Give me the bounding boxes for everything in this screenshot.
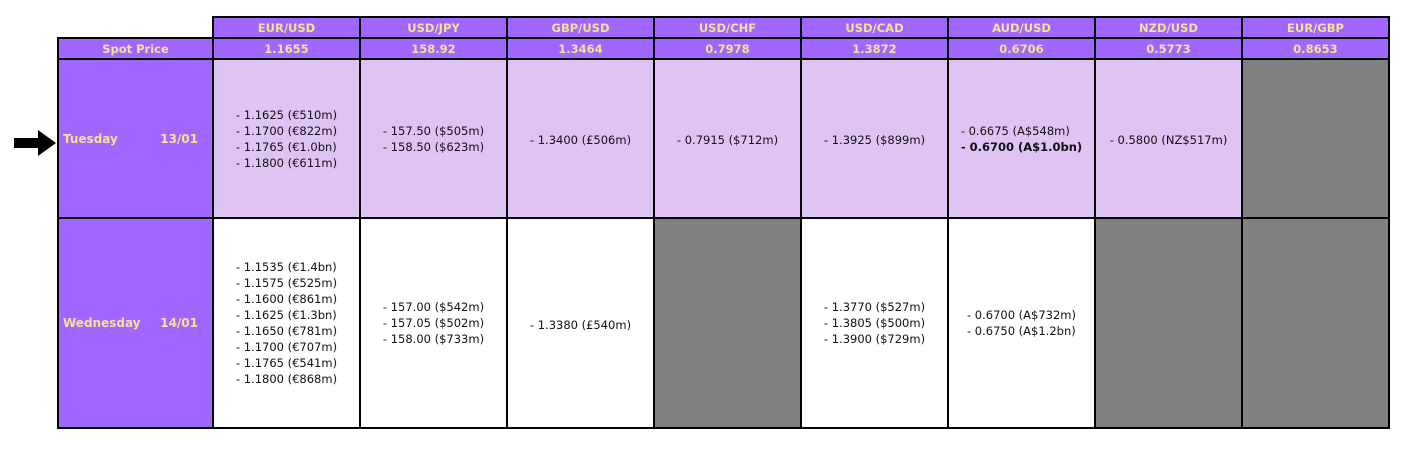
- expiry-line: - 1.1600 (€861m): [235, 292, 338, 306]
- pair-header: USD/JPY: [359, 16, 508, 39]
- expiry-cell: - 0.6675 (A$548m) - 0.6700 (A$1.0bn): [947, 58, 1096, 219]
- expiry-cell: - 0.7915 ($712m): [653, 58, 802, 219]
- day-name: Tuesday: [63, 131, 118, 146]
- expiry-cell: - 1.3380 (£540m): [506, 217, 655, 429]
- expiry-list: - 1.3400 (£506m): [530, 132, 631, 148]
- arrow-right-icon: [14, 130, 56, 156]
- empty-cell: [1241, 217, 1390, 429]
- expiry-line: - 1.1535 (€1.4bn): [235, 260, 337, 274]
- expiry-list: - 1.3925 ($899m): [824, 132, 925, 148]
- spot-price-value: 0.5773: [1094, 37, 1243, 60]
- corner-blank: [58, 17, 213, 39]
- expiry-line: - 0.6700 (A$732m): [966, 308, 1076, 322]
- day-row: Wednesday 14/01 - 1.1535 (€1.4bn) - 1.1575 …: [57, 217, 1390, 429]
- expiry-list: - 1.1625 (€510m) - 1.1700 (€822m) - 1.1765…: [236, 107, 337, 171]
- expiry-line: - 157.00 ($542m): [382, 300, 485, 314]
- spot-price-value: 0.8653: [1241, 37, 1390, 60]
- expiry-list: - 0.7915 ($712m): [677, 132, 778, 148]
- expiry-cell: - 1.3400 (£506m): [506, 58, 655, 219]
- expiry-list: - 0.6700 (A$732m) - 0.6750 (A$1.2bn): [967, 307, 1076, 339]
- expiry-line: - 1.3770 ($527m): [823, 300, 926, 314]
- expiry-list: - 1.3770 ($527m) - 1.3805 ($500m) - 1.3900…: [824, 299, 925, 347]
- expiry-line: - 1.3380 (£540m): [529, 317, 632, 332]
- expiry-line: - 1.1800 (€868m): [235, 372, 338, 386]
- spot-price-label: Spot Price: [57, 37, 214, 60]
- spot-price-row: Spot Price 1.1655 158.92 1.3464 0.7978 1.387…: [57, 37, 1390, 60]
- expiry-line: - 0.6675 (A$548m): [960, 123, 1070, 138]
- expiry-line: - 1.3925 ($899m): [823, 133, 926, 147]
- expiry-line: - 1.1575 (€525m): [235, 276, 338, 290]
- pair-header: USD/CAD: [800, 16, 949, 39]
- day-cell: Tuesday 13/01: [57, 58, 214, 219]
- spot-price-value: 0.7978: [653, 37, 802, 60]
- expiry-line: - 0.7915 ($712m): [676, 133, 779, 147]
- expiry-line: - 1.1700 (€707m): [235, 340, 338, 354]
- spot-price-value: 0.6706: [947, 37, 1096, 60]
- empty-cell: [653, 217, 802, 429]
- spot-price-value: 1.3872: [800, 37, 949, 60]
- expiry-cell: - 1.1535 (€1.4bn) - 1.1575 (€525m) - 1.160…: [212, 217, 361, 429]
- empty-cell: [1241, 58, 1390, 219]
- expiry-list: - 0.5800 (NZ$517m): [1110, 132, 1228, 148]
- expiry-line: - 157.50 ($505m): [382, 123, 485, 138]
- expiry-line: - 0.6750 (A$1.2bn): [966, 324, 1076, 338]
- expiry-line: - 1.1800 (€611m): [235, 155, 338, 170]
- expiry-list: - 157.00 ($542m) - 157.05 ($502m) - 158.00…: [383, 299, 484, 347]
- expiry-line: - 1.3805 ($500m): [823, 316, 926, 330]
- expiry-line: - 158.00 ($733m): [382, 332, 485, 346]
- expiry-list: - 1.1535 (€1.4bn) - 1.1575 (€525m) - 1.160…: [236, 259, 337, 387]
- pair-header: AUD/USD: [947, 16, 1096, 39]
- expiry-line: - 1.1625 (€1.3bn): [235, 308, 337, 322]
- expiry-list: - 157.50 ($505m) - 158.50 ($623m): [383, 123, 484, 155]
- spot-price-value: 1.1655: [212, 37, 361, 60]
- expiry-line: - 1.3400 (£506m): [529, 133, 632, 147]
- expiry-line: - 1.1765 (€1.0bn): [235, 139, 337, 154]
- day-name: Wednesday: [63, 316, 141, 330]
- expiry-line: - 1.1625 (€510m): [235, 107, 338, 122]
- expiry-cell: - 1.3925 ($899m): [800, 58, 949, 219]
- expiry-line: - 1.1765 (€541m): [235, 356, 338, 370]
- expiry-cell: - 157.50 ($505m) - 158.50 ($623m): [359, 58, 508, 219]
- pair-header-row: EUR/USD USD/JPY GBP/USD USD/CHF USD/CAD AUD/U…: [58, 16, 1390, 39]
- expiry-line: - 0.6700 (A$1.0bn): [960, 139, 1083, 154]
- expiry-cell: - 1.3770 ($527m) - 1.3805 ($500m) - 1.3900…: [800, 217, 949, 429]
- expiry-list: - 0.6675 (A$548m) - 0.6700 (A$1.0bn): [961, 123, 1082, 155]
- pair-header: NZD/USD: [1094, 16, 1243, 39]
- pair-header: USD/CHF: [653, 16, 802, 39]
- expiry-line: - 0.5800 (NZ$517m): [1109, 133, 1228, 147]
- day-date: 13/01: [160, 131, 198, 146]
- expiry-cell: - 157.00 ($542m) - 157.05 ($502m) - 158.00…: [359, 217, 508, 429]
- pair-header: EUR/GBP: [1241, 16, 1390, 39]
- day-cell: Wednesday 14/01: [57, 217, 214, 429]
- pair-header: EUR/USD: [212, 16, 361, 39]
- fx-option-expiries-table: EUR/USD USD/JPY GBP/USD USD/CHF USD/CAD AUD/U…: [57, 16, 1390, 429]
- expiry-line: - 1.3900 ($729m): [823, 332, 926, 346]
- expiry-list: - 1.3380 (£540m): [530, 317, 631, 333]
- spot-price-value: 1.3464: [506, 37, 655, 60]
- expiry-line: - 158.50 ($623m): [382, 139, 485, 154]
- expiry-line: - 157.05 ($502m): [382, 316, 485, 330]
- day-date: 14/01: [160, 316, 198, 330]
- expiry-line: - 1.1700 (€822m): [235, 123, 338, 138]
- spot-price-value: 158.92: [359, 37, 508, 60]
- expiry-cell: - 0.5800 (NZ$517m): [1094, 58, 1243, 219]
- expiry-cell: - 0.6700 (A$732m) - 0.6750 (A$1.2bn): [947, 217, 1096, 429]
- empty-cell: [1094, 217, 1243, 429]
- expiry-cell: - 1.1625 (€510m) - 1.1700 (€822m) - 1.1765…: [212, 58, 361, 219]
- expiry-line: - 1.1650 (€781m): [235, 324, 338, 338]
- day-row: Tuesday 13/01 - 1.1625 (€510m) - 1.1700 (€8…: [57, 58, 1390, 219]
- pair-header: GBP/USD: [506, 16, 655, 39]
